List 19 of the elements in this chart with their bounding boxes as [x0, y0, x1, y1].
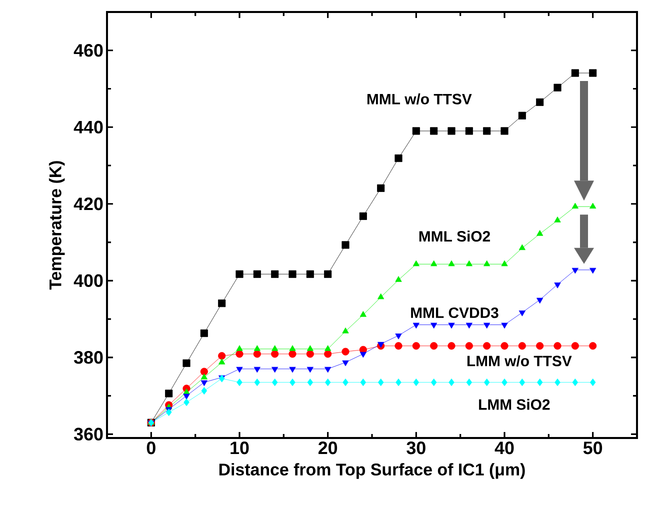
x-tick-label: 10: [230, 442, 249, 454]
y-tick-label: 400: [74, 274, 103, 287]
y-tick-label: 360: [74, 428, 103, 441]
series-label: LMM SiO2: [479, 398, 550, 410]
x-tick-label: 0: [146, 442, 156, 454]
y-tick-label: 460: [74, 44, 103, 57]
series-label: LMM w/o TTSV: [467, 355, 572, 366]
series-label: MML CVDD3: [411, 307, 498, 318]
y-tick-label: 440: [74, 120, 103, 134]
x-tick-label: 20: [318, 442, 338, 454]
y-tick-label: 420: [74, 198, 103, 210]
x-tick-label: 50: [583, 442, 602, 454]
x-tick-label: 30: [406, 442, 426, 454]
y-tick-label: 380: [74, 351, 103, 364]
x-tick-label: 40: [494, 442, 514, 454]
series-label: MML w/o TTSV: [367, 93, 472, 105]
series-label: MML SiO2: [419, 230, 490, 242]
y-axis-title: Temperature (K): [48, 161, 65, 290]
x-axis-title: Distance from Top Surface of IC1 (μm): [219, 463, 525, 479]
